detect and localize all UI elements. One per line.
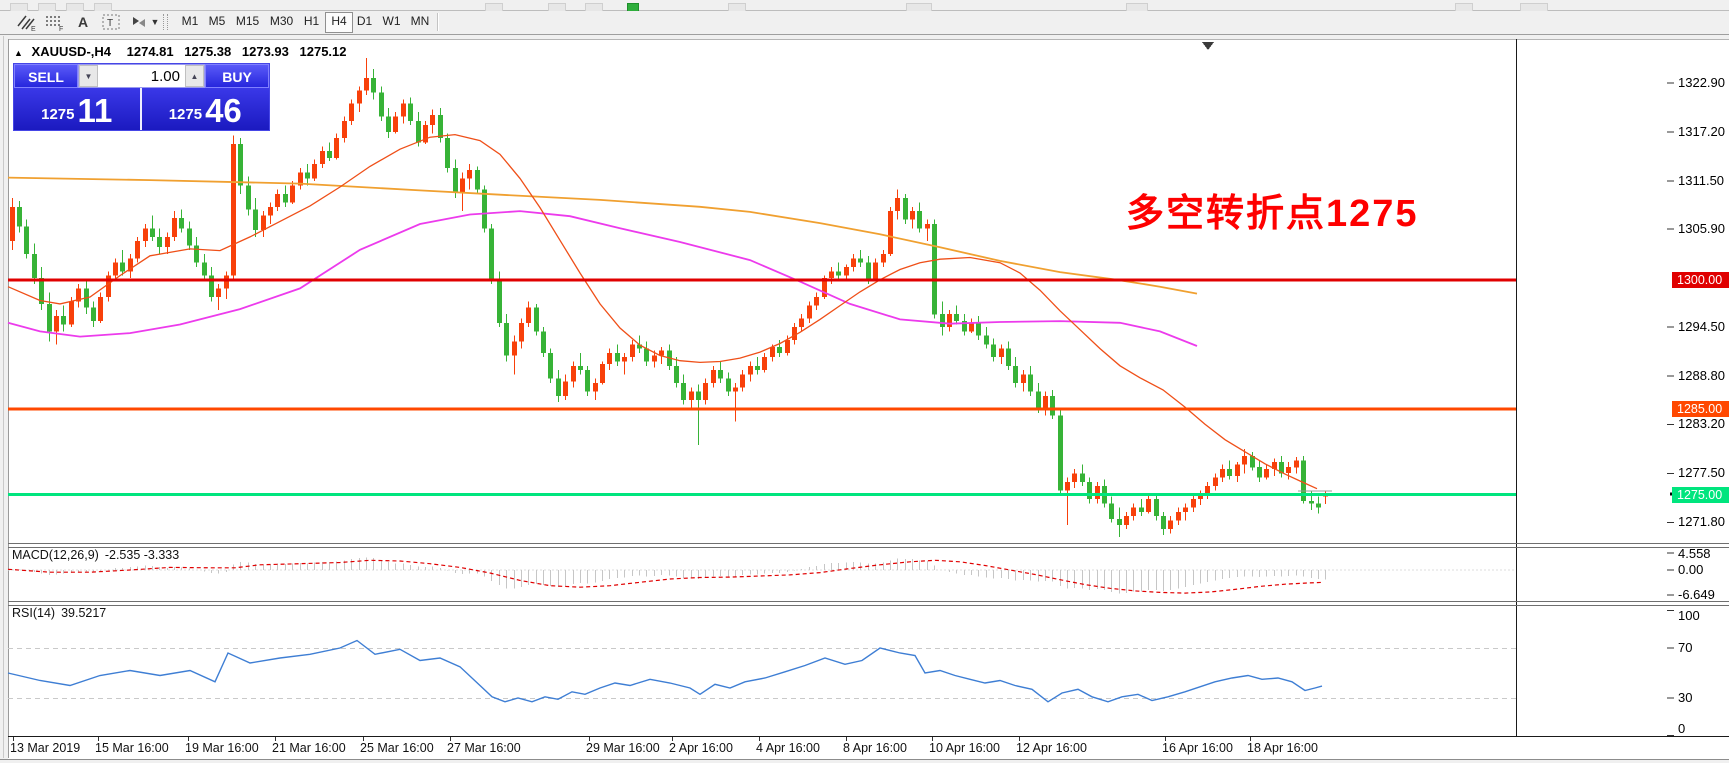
symbol-title: XAUUSD-,H4 <box>31 44 112 59</box>
symbol-info-line: ▲ XAUUSD-,H4 1274.81 1275.38 1273.93 127… <box>14 44 354 59</box>
candles <box>10 58 1328 537</box>
rsi-value: 39.5217 <box>61 606 107 620</box>
timeframe-button-h4[interactable]: H4 <box>325 12 353 33</box>
axis-ticks <box>13 82 1674 741</box>
text-box-icon[interactable]: T <box>98 12 124 32</box>
toolbar-overflow-button <box>728 3 746 11</box>
toolbar-overflow-button <box>1126 3 1148 11</box>
volume-control: ▼ ▲ <box>78 64 205 88</box>
toolbar: E F A T ▼ M1 M5 M15 M30 H1 H4 D1 W1 MN <box>0 11 1729 35</box>
toolbar-separator <box>437 13 439 31</box>
chart-shift-icon <box>1202 42 1214 50</box>
high-value: 1275.38 <box>184 44 232 59</box>
bid-quote[interactable]: 1275 11 <box>14 88 142 130</box>
moving-averages <box>7 133 1318 490</box>
low-value: 1273.93 <box>241 44 289 59</box>
dropdown-caret-icon[interactable]: ▼ <box>150 17 160 27</box>
close-value: 1275.12 <box>299 44 347 59</box>
timeframe-button-m30[interactable]: M30 <box>269 14 294 28</box>
macd-panel <box>7 557 1327 594</box>
rsi-panel <box>7 639 1323 703</box>
toolbar-overflow-button <box>66 3 84 11</box>
toolbar-overflow-button <box>38 3 56 11</box>
svg-text:E: E <box>31 26 36 32</box>
toolbar-overflow-button <box>906 3 932 11</box>
chart-background <box>8 39 1729 759</box>
toolbar-overflow-button <box>585 3 603 11</box>
toolbar-overflow-button <box>10 3 28 11</box>
macd-values: -2.535 -3.333 <box>104 548 180 562</box>
toolbar-overflow-button <box>548 3 566 11</box>
horizontal-line-objects[interactable] <box>8 278 1729 497</box>
timeframe-button-m5[interactable]: M5 <box>208 14 226 28</box>
volume-input[interactable] <box>98 65 185 87</box>
collapse-triangle-icon[interactable]: ▲ <box>14 48 23 58</box>
macd-name: MACD(12,26,9) <box>12 548 99 562</box>
toolbar-overflow-button-green <box>627 3 639 11</box>
svg-text:F: F <box>59 26 63 32</box>
text-label-icon[interactable]: A <box>77 14 89 30</box>
panel-borders <box>3 36 1729 758</box>
toolbar-overflow-button <box>1455 3 1473 11</box>
timeframe-button-w1[interactable]: W1 <box>382 14 401 28</box>
timeframe-button-m15[interactable]: M15 <box>235 14 260 28</box>
chart-annotation-text: 多空转折点1275 <box>1126 193 1419 235</box>
rsi-name: RSI(14) <box>12 606 56 620</box>
timeframe-button-mn[interactable]: MN <box>410 14 430 28</box>
bid-price-big: 11 <box>77 92 113 129</box>
indicator-guides <box>8 569 1516 699</box>
macd-indicator-label: MACD(12,26,9) -2.535 -3.333 <box>12 548 179 562</box>
sell-button[interactable]: SELL <box>14 64 78 88</box>
buy-button[interactable]: BUY <box>205 64 269 88</box>
open-value: 1274.81 <box>126 44 174 59</box>
volume-dropdown-icon[interactable]: ▼ <box>79 65 98 87</box>
arrow-objects-icon[interactable] <box>126 12 152 32</box>
svg-text:T: T <box>107 18 113 29</box>
volume-increase-icon[interactable]: ▲ <box>185 65 204 87</box>
timeframe-button-d1[interactable]: D1 <box>356 14 373 28</box>
toolbar-grip[interactable] <box>163 14 168 30</box>
line-studies-icon[interactable]: E <box>14 12 40 32</box>
toolbar-overflow-button <box>485 3 503 11</box>
rsi-indicator-label: RSI(14) 39.5217 <box>12 606 106 620</box>
fibonacci-icon[interactable]: F <box>42 12 68 32</box>
toolbar-overflow-strip <box>0 0 1729 11</box>
ask-quote[interactable]: 1275 46 <box>141 88 269 130</box>
timeframe-button-m1[interactable]: M1 <box>181 14 199 28</box>
bid-price-small: 1275 <box>41 106 75 123</box>
window-bottom-edge <box>0 759 1729 763</box>
ohlc-values: 1274.81 1275.38 1273.93 1275.12 <box>127 44 354 59</box>
toolbar-overflow-button <box>1520 3 1548 11</box>
one-click-trading-panel: SELL ▼ ▲ BUY 1275 11 1275 46 <box>13 63 270 131</box>
toolbar-overflow-button <box>94 3 112 11</box>
ask-price-small: 1275 <box>168 106 203 123</box>
ask-price-big: 46 <box>205 92 242 129</box>
timeframe-button-h1[interactable]: H1 <box>303 14 320 28</box>
